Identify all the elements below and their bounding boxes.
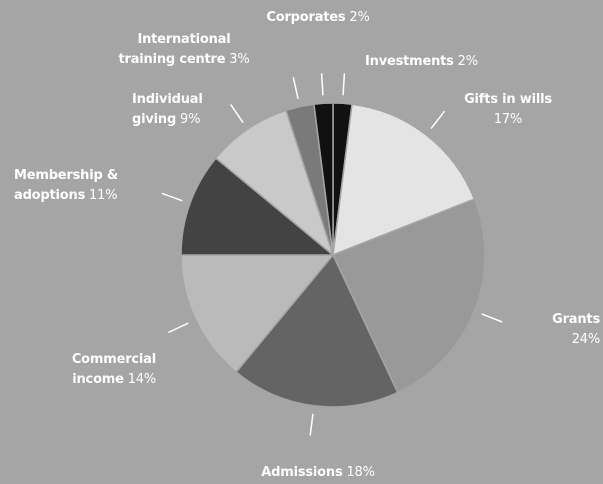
leader-line (430, 110, 446, 130)
slice-label: Admissions 18% (238, 463, 398, 483)
slice-label: Investments 2% (365, 52, 525, 72)
pie-slice (214, 109, 335, 258)
percent-label: 2% (349, 10, 370, 25)
percent-label: 18% (346, 465, 375, 480)
pie-slice (180, 157, 336, 256)
leader-line (168, 322, 189, 334)
slice-label: International training centre 3% (110, 30, 258, 70)
category-name: Grants (552, 312, 600, 327)
slice-label: Grants 24% (545, 310, 600, 350)
percent-label: 2% (457, 54, 478, 69)
slice-label: Commercial income 14% (51, 350, 156, 390)
category-name: International training centre (118, 32, 231, 67)
pie-slice (180, 254, 335, 374)
percent-label: 24% (571, 332, 600, 347)
leader-line (161, 192, 183, 202)
percent-label: 14% (127, 372, 156, 387)
slice-label: Membership & adoptions 11% (14, 166, 136, 206)
category-name: Individual giving (132, 92, 203, 127)
leader-line (481, 313, 503, 323)
pie-slice (331, 198, 486, 394)
slice-label: Individual giving 9% (132, 90, 212, 130)
category-name: Commercial income (71, 352, 156, 387)
category-name: Admissions (261, 465, 343, 480)
slice-label: Gifts in wills 17% (461, 90, 556, 130)
pie-slice (235, 253, 399, 408)
category-name: Gifts in wills (464, 92, 552, 107)
leader-line (342, 73, 346, 96)
leader-line (292, 77, 299, 100)
leader-line (309, 413, 314, 436)
percent-label: 17% (493, 112, 523, 127)
category-name: Membership & adoptions (14, 168, 119, 203)
leader-line (230, 104, 244, 124)
percent-label: 9% (180, 112, 201, 127)
percent-label: 11% (89, 188, 118, 203)
category-name: Investments (365, 54, 454, 69)
pie-slice (332, 103, 476, 257)
percent-label: 3% (229, 52, 250, 67)
leader-line (320, 73, 324, 96)
category-name: Corporates (266, 10, 346, 25)
slice-label: Corporates 2% (248, 8, 388, 28)
pie-slice (313, 102, 334, 256)
